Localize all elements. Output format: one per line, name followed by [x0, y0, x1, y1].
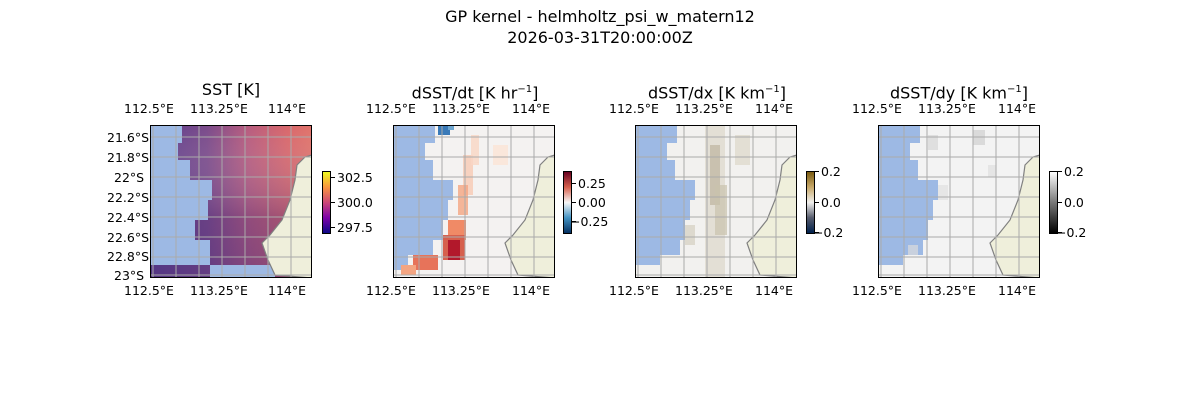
lon-tick-bottom: 114°E — [268, 283, 307, 298]
lon-tick-top: 113.25°E — [675, 101, 733, 116]
map-sst — [150, 125, 312, 278]
figure-title-line2: 2026-03-31T20:00:00Z — [507, 28, 693, 47]
lon-tick-bottom: 114°E — [512, 283, 551, 298]
lat-tick: 21.8°S — [107, 150, 150, 165]
colorbar-dsst-dt — [563, 171, 572, 234]
colorbar-tick — [1058, 232, 1062, 233]
lon-tick-top: 113.25°E — [918, 101, 976, 116]
colorbar-sst — [322, 171, 331, 234]
colorbar-tick — [1058, 202, 1062, 203]
lon-tick-bottom: 112.5°E — [852, 283, 902, 298]
colorbar-dsst-dy — [1049, 171, 1058, 234]
colorbar-label: −0.2 — [1056, 225, 1087, 240]
panel-title: dSST/dx [K km−1] — [647, 83, 786, 103]
lon-tick-top: 113.25°E — [190, 101, 248, 116]
lat-tick: 22.6°S — [107, 230, 150, 245]
lon-tick-top: 112.5°E — [366, 101, 416, 116]
map-dsst-dx — [635, 125, 797, 278]
lon-tick-bottom: 114°E — [755, 283, 794, 298]
panel-title: SST [K] — [201, 80, 261, 99]
colorbar-tick — [815, 232, 819, 233]
lon-tick-top: 114°E — [755, 101, 794, 116]
map-dsst-dt — [393, 125, 555, 278]
colorbar-tick — [572, 202, 576, 203]
lat-tick: 22.2°S — [107, 190, 150, 205]
colorbar-dsst-dx — [806, 171, 815, 234]
lon-tick-bottom: 113.25°E — [432, 283, 490, 298]
lon-tick-bottom: 112.5°E — [366, 283, 416, 298]
colorbar-tick — [331, 227, 335, 228]
lon-tick-bottom: 114°E — [998, 283, 1037, 298]
map-frame — [393, 125, 555, 278]
lon-tick-bottom: 112.5°E — [609, 283, 659, 298]
colorbar-label: 0.0 — [821, 195, 841, 210]
colorbar-tick — [815, 171, 819, 172]
colorbar-tick — [331, 202, 335, 203]
lon-tick-top: 112.5°E — [852, 101, 902, 116]
colorbar-label: 297.5 — [337, 220, 373, 235]
lat-tick: 21.6°S — [107, 130, 150, 145]
colorbar-label: −0.2 — [813, 225, 844, 240]
colorbar-label: 300.0 — [337, 195, 373, 210]
colorbar-tick — [331, 177, 335, 178]
lon-tick-top: 114°E — [512, 101, 551, 116]
lon-tick-bottom: 112.5°E — [124, 283, 174, 298]
lon-tick-top: 114°E — [998, 101, 1037, 116]
lon-tick-top: 112.5°E — [124, 101, 174, 116]
panel-title: dSST/dy [K km−1] — [889, 83, 1028, 103]
lat-tick: 22°S — [114, 170, 145, 185]
figure-title-line1: GP kernel - helmholtz_psi_w_matern12 — [445, 7, 755, 26]
colorbar-tick — [572, 221, 576, 222]
lon-tick-bottom: 113.25°E — [675, 283, 733, 298]
lon-tick-top: 114°E — [268, 101, 307, 116]
map-frame — [635, 125, 797, 278]
colorbar-label: 0.0 — [1064, 195, 1084, 210]
colorbar-label: 0.00 — [578, 195, 606, 210]
lat-tick: 22.4°S — [107, 210, 150, 225]
colorbar-tick — [1058, 171, 1062, 172]
grid — [150, 125, 312, 278]
colorbar-label: 0.2 — [1064, 164, 1084, 179]
lon-tick-top: 113.25°E — [432, 101, 490, 116]
lon-tick-bottom: 113.25°E — [918, 283, 976, 298]
colorbar-label: 302.5 — [337, 170, 373, 185]
lon-tick-bottom: 113.25°E — [190, 283, 248, 298]
map-frame — [150, 125, 312, 278]
map-frame — [878, 125, 1040, 278]
colorbar-label: 0.25 — [578, 176, 606, 191]
lon-tick-top: 112.5°E — [609, 101, 659, 116]
colorbar-tick — [815, 202, 819, 203]
lat-tick: 23°S — [114, 268, 145, 283]
colorbar-tick — [572, 183, 576, 184]
colorbar-label: −0.25 — [570, 214, 609, 229]
lat-tick: 22.8°S — [107, 249, 150, 264]
map-dsst-dy — [878, 125, 1040, 278]
colorbar-label: 0.2 — [821, 164, 841, 179]
panel-title: dSST/dt [K hr−1] — [411, 83, 539, 103]
